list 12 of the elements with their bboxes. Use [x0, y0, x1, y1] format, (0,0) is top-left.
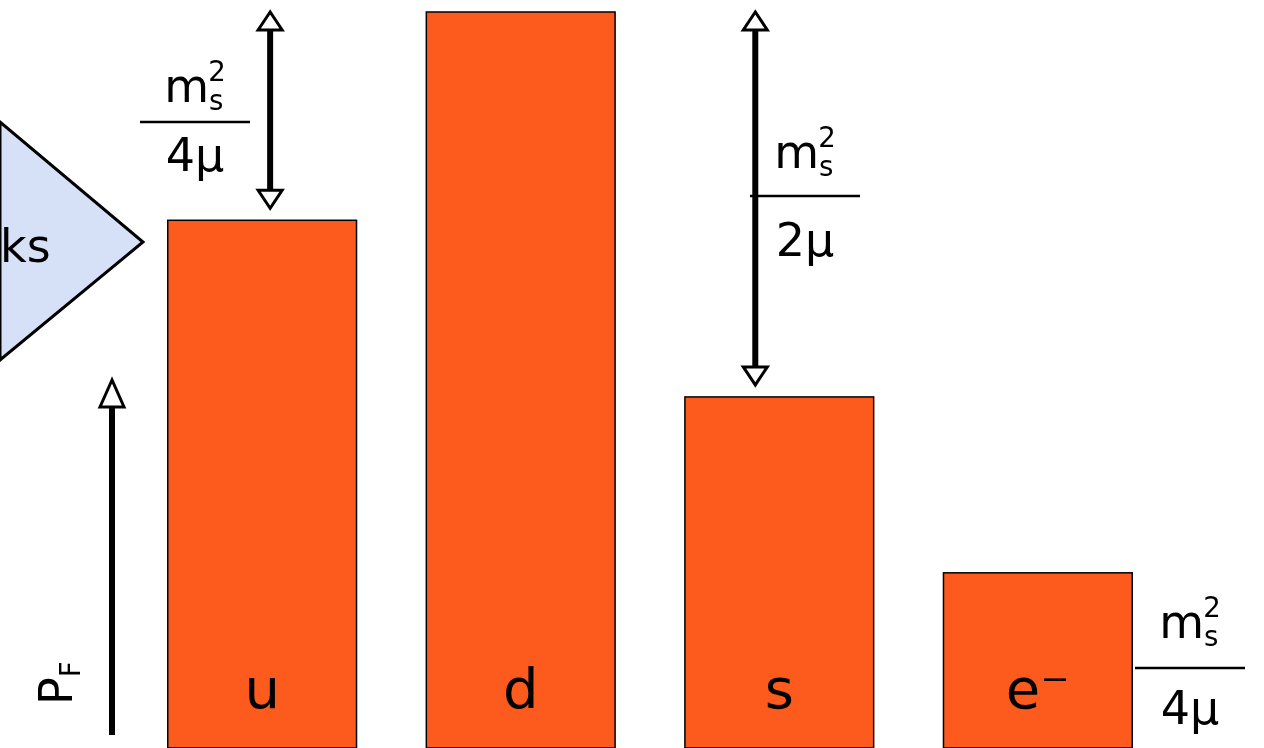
x-tick-label: d: [502, 656, 539, 721]
bar: [425, 11, 616, 748]
annotation: 2μ: [775, 213, 835, 268]
annotation: 4μ: [1160, 681, 1220, 736]
bar: [942, 572, 1133, 748]
annotation: ks: [0, 219, 51, 273]
x-tick-label: s: [764, 656, 794, 721]
bar: [684, 396, 875, 748]
bar: [167, 219, 358, 748]
x-tick-label: e⁻: [1005, 656, 1070, 721]
x-tick-label: u: [244, 656, 280, 721]
annotation: 4μ: [165, 128, 225, 183]
